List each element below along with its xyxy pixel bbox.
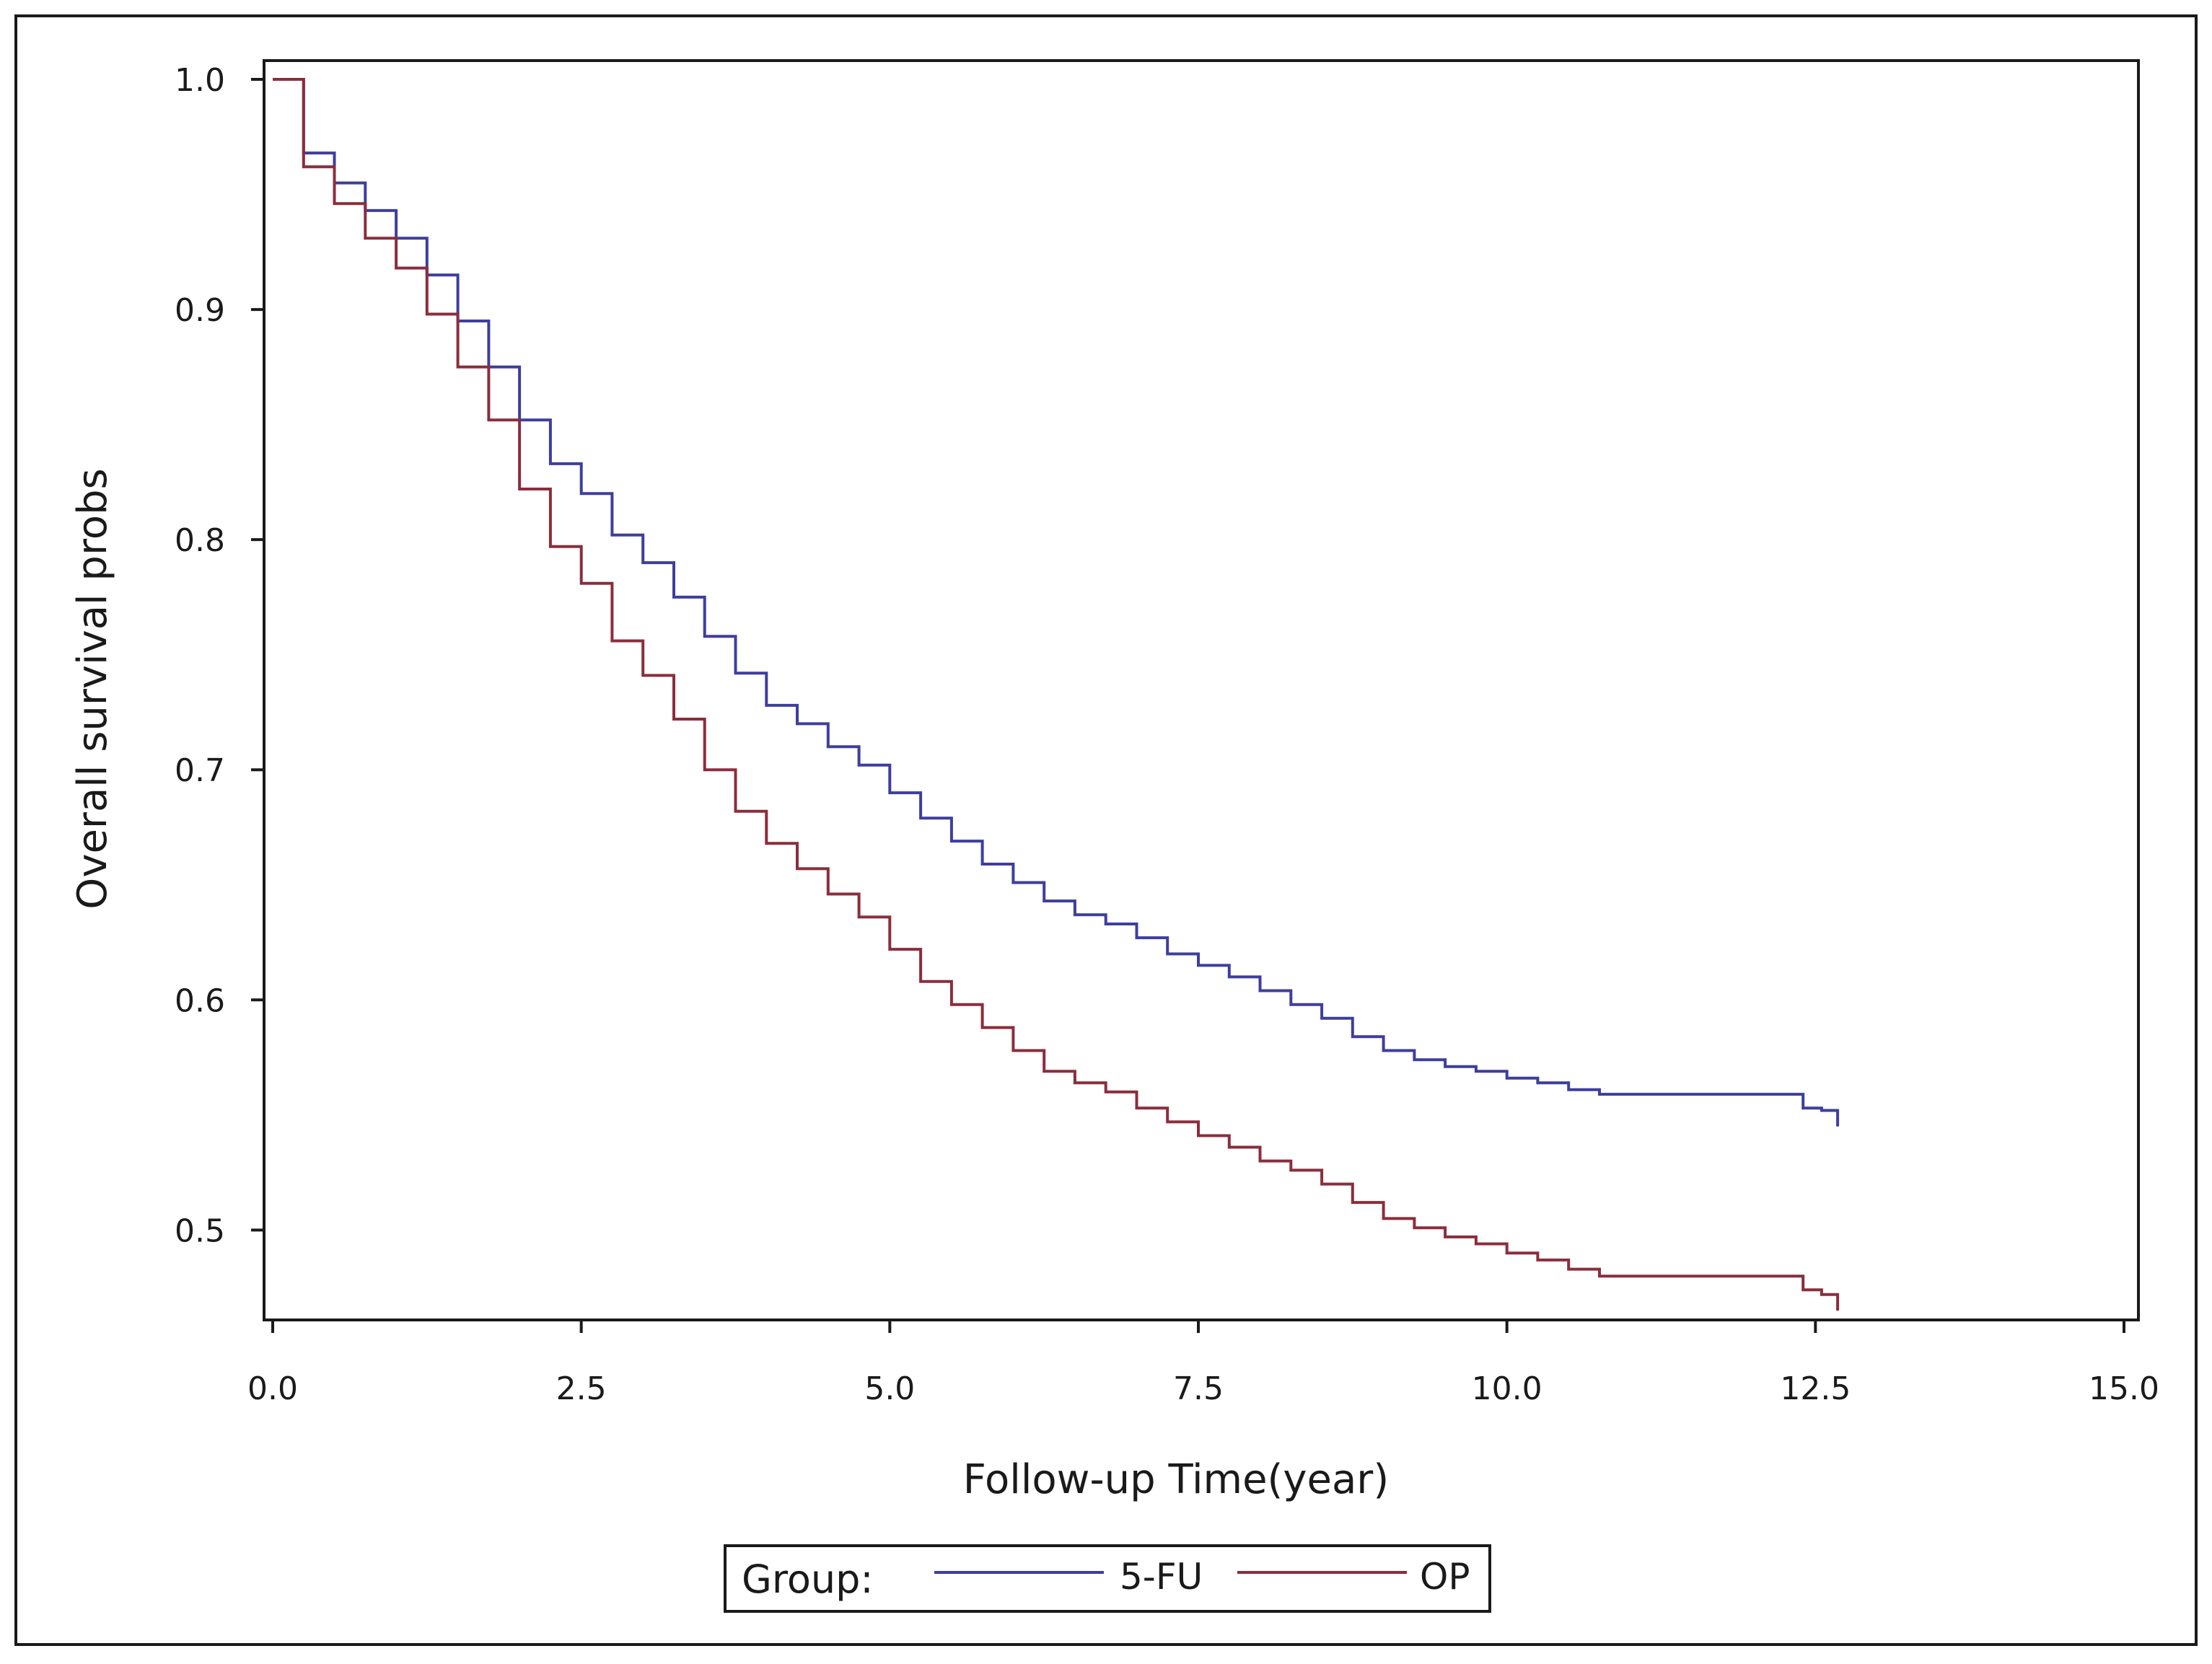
y-tick-label: 0.9 [175, 292, 225, 329]
x-tick-label: 7.5 [1173, 1370, 1224, 1407]
x-tick-label: 10.0 [1472, 1370, 1542, 1407]
series-line-5-fu [273, 78, 1840, 1127]
x-tick-label: 0.0 [247, 1370, 298, 1407]
x-tick-label: 2.5 [556, 1370, 607, 1407]
legend-label-5-fu: 5-FU [1120, 1556, 1203, 1598]
outer-frame [14, 14, 2198, 1646]
series-layer [273, 78, 1840, 1311]
x-axis-title: Follow-up Time(year) [963, 1456, 1389, 1503]
x-tick-label: 12.5 [1780, 1370, 1851, 1407]
legend-box [724, 1544, 1491, 1613]
x-tick-label: 15.0 [2089, 1370, 2159, 1407]
y-tick-label: 0.6 [175, 982, 225, 1019]
axes-layer: 0.5 0.6 0.7 0.8 0.9 1.0 0.0 2.5 5.0 7.5 10.0 12.5 15… [175, 62, 2159, 1407]
x-tick-label: 5.0 [864, 1370, 915, 1407]
plot-area-frame [263, 59, 2140, 1321]
y-tick-label: 0.8 [175, 522, 225, 559]
series-line-op [273, 78, 1840, 1311]
y-tick-label: 0.7 [175, 752, 225, 789]
legend-label-op: OP [1420, 1556, 1470, 1598]
y-axis-title: Overall survival probs [69, 468, 116, 909]
y-tick-label: 0.5 [175, 1212, 225, 1249]
legend-title: Group: [742, 1557, 874, 1602]
y-tick-label: 1.0 [175, 62, 225, 99]
legend: Group: 5-FU OP [724, 1544, 1491, 1613]
